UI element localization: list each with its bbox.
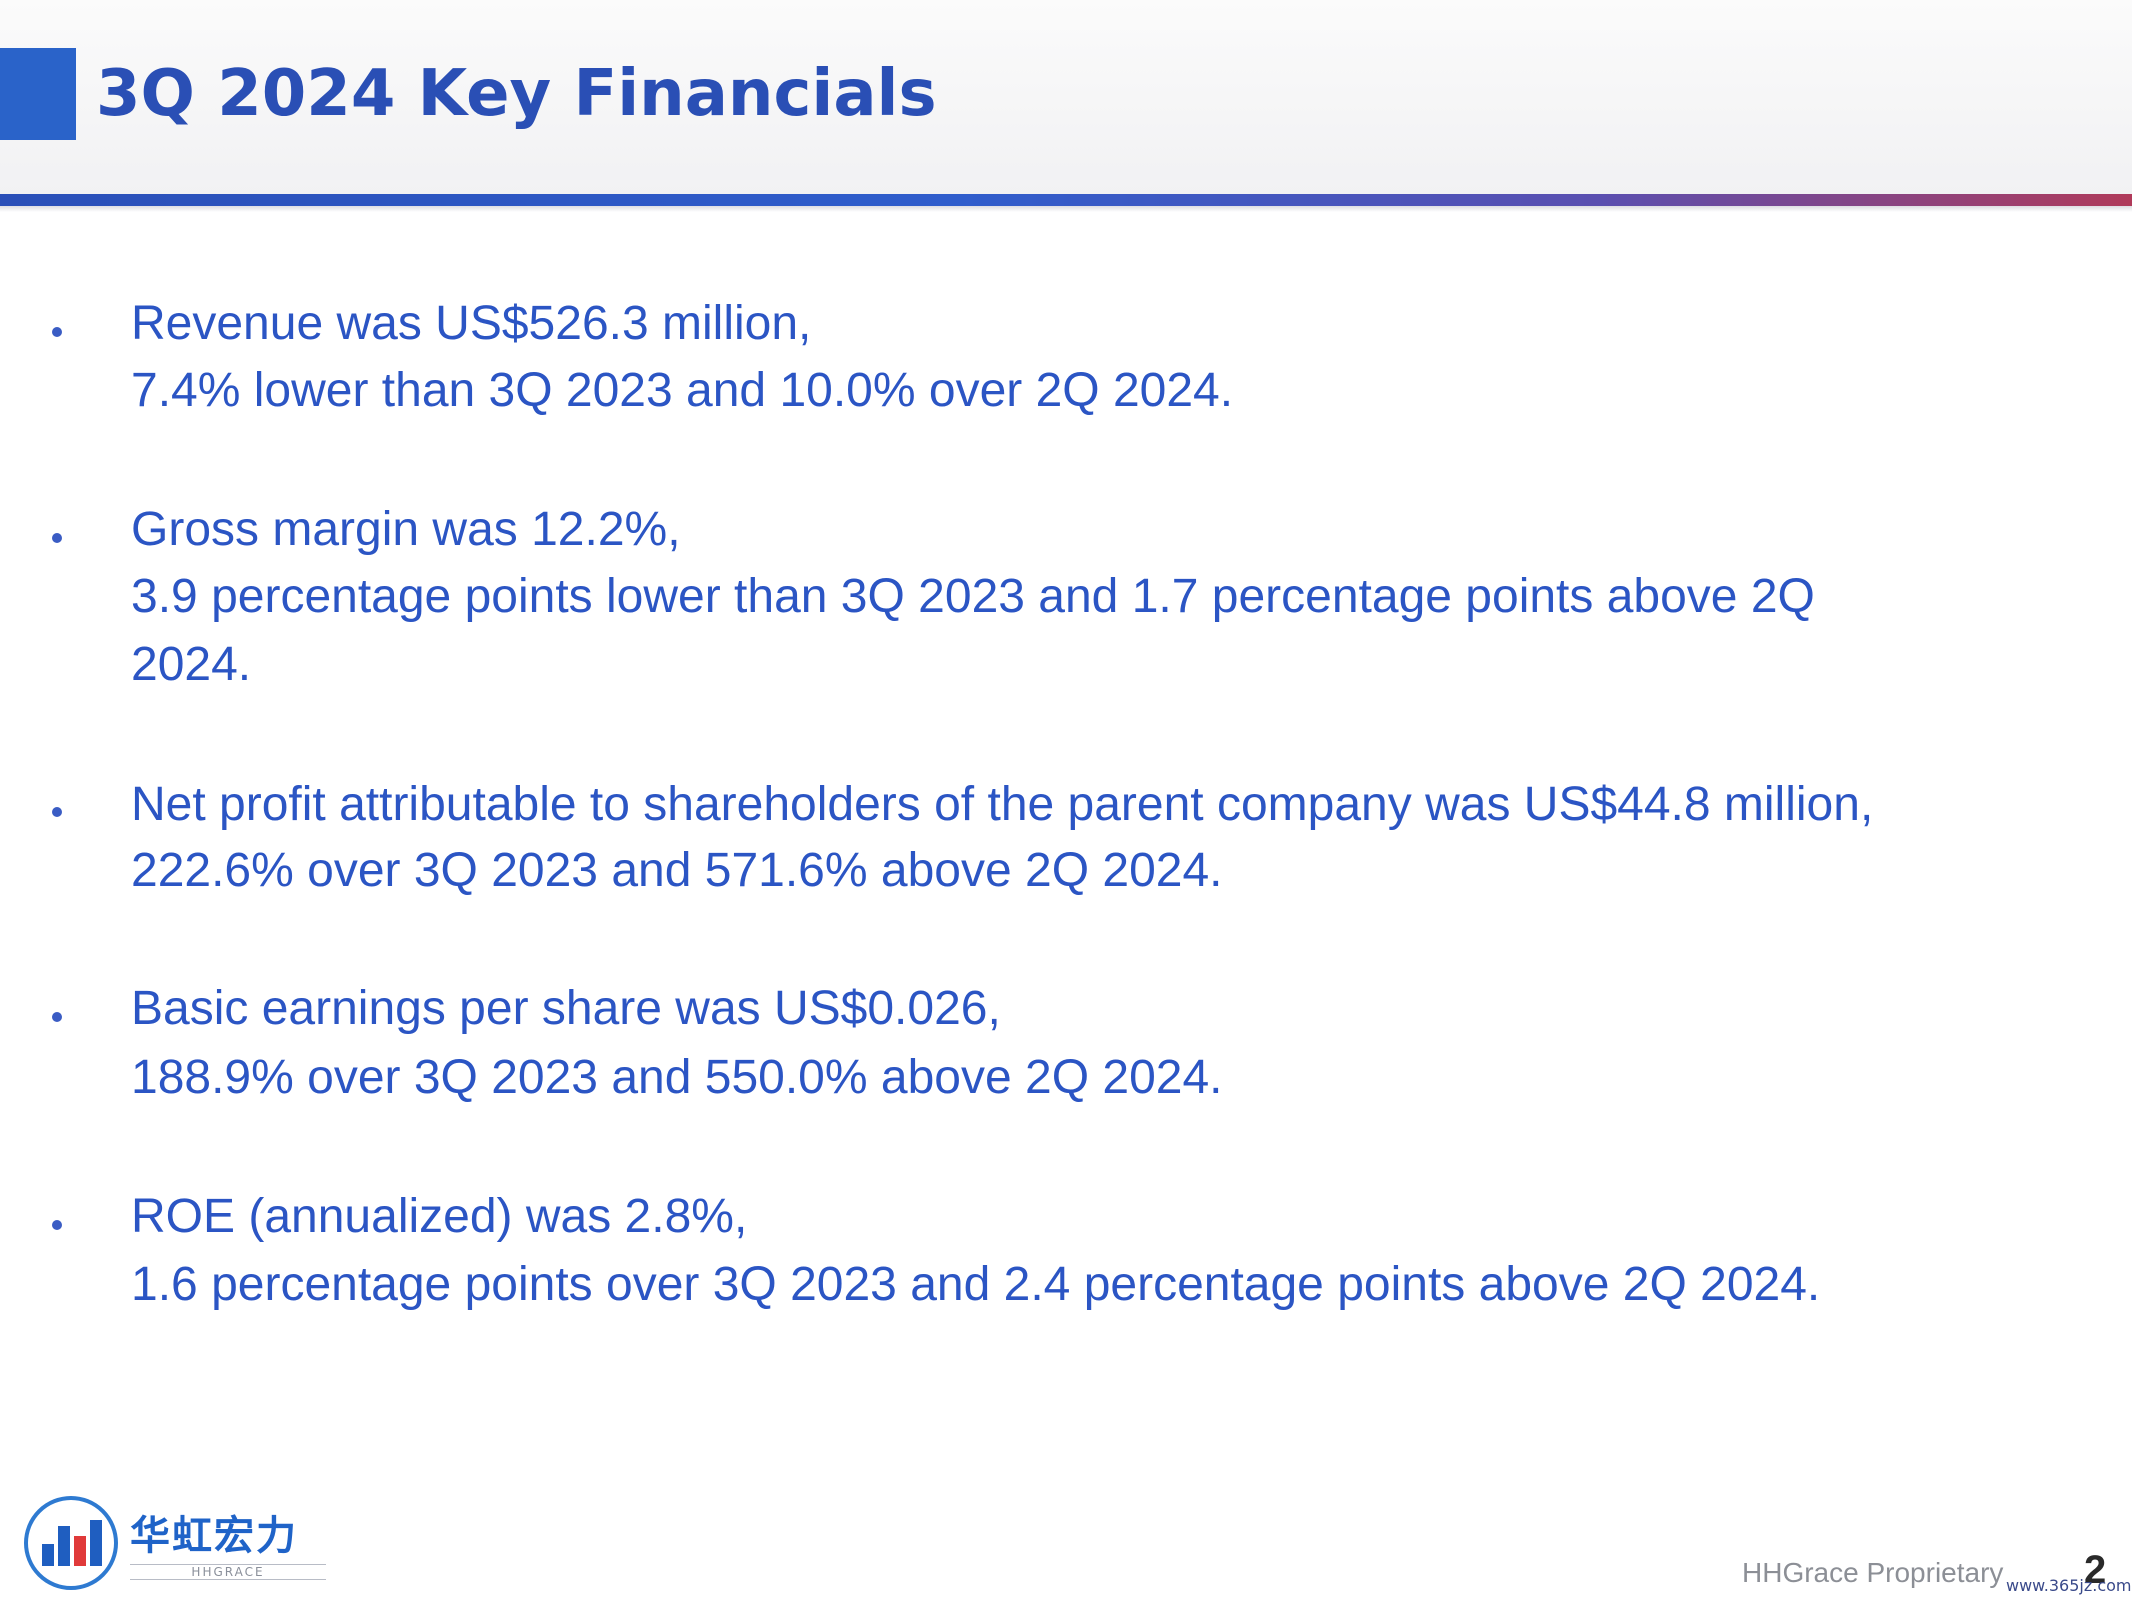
bullet-line: Gross margin was 12.2%, (131, 503, 681, 556)
bullet-line: ROE (annualized) was 2.8%, (131, 1190, 748, 1243)
bullet-line: Basic earnings per share was US$0.026, (131, 982, 1001, 1035)
proprietary-label: HHGrace Proprietary (1742, 1557, 2004, 1588)
bullet-line: 2024. (131, 638, 252, 691)
company-logo: 华虹宏力 HHGRACE (24, 1496, 326, 1596)
bullet-line: 222.6% over 3Q 2023 and 571.6% above 2Q … (131, 844, 1223, 897)
logo-chinese-text: 华虹宏力 (130, 1513, 298, 1559)
title-accent-block (0, 48, 76, 140)
watermark-text: www.365jz.com (2006, 1576, 2132, 1595)
header-divider (0, 194, 2132, 206)
logo-english-text: HHGRACE (130, 1564, 326, 1580)
header-divider-shadow (0, 206, 2132, 212)
slide-header: 3Q 2024 Key Financials (0, 0, 2132, 196)
bullet-line: 3.9 percentage points lower than 3Q 2023… (131, 570, 1815, 623)
bullet-line: 7.4% lower than 3Q 2023 and 10.0% over 2… (131, 364, 1234, 417)
bullet-dot (52, 1220, 62, 1230)
bullet-dot (52, 1012, 62, 1022)
bullet-line: Net profit attributable to shareholders … (131, 778, 1874, 831)
bullet-line: 1.6 percentage points over 3Q 2023 and 2… (131, 1258, 1821, 1311)
bullet-dot (52, 533, 62, 543)
bullet-dot (52, 807, 62, 817)
bullet-line: Revenue was US$526.3 million, (131, 297, 812, 350)
page-number: 2 (2084, 1548, 2107, 1592)
bullet-line: 188.9% over 3Q 2023 and 550.0% above 2Q … (131, 1051, 1223, 1104)
page-title: 3Q 2024 Key Financials (96, 57, 937, 131)
logo-emblem-icon (24, 1496, 118, 1590)
bullet-dot (52, 327, 62, 337)
